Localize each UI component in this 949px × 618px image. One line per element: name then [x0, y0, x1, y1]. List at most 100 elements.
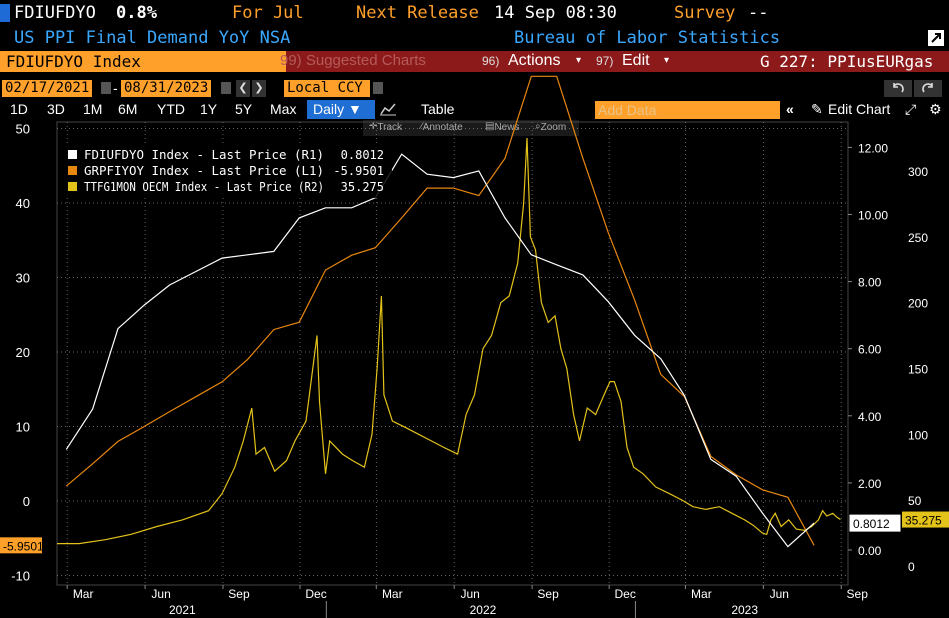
x-tick-label: Dec	[305, 587, 326, 601]
period-5y[interactable]: 5Y	[235, 101, 253, 117]
y-tick-right2: 300	[908, 165, 928, 179]
graph-id: G 227: PPIusEURgas	[760, 52, 934, 71]
edit-chevron-icon[interactable]: ▾	[664, 55, 670, 66]
year-label: 2023	[731, 603, 758, 617]
period-ytd[interactable]: YTD	[157, 101, 185, 117]
y-tick-right1: 10.00	[858, 209, 888, 223]
survey-label: Survey	[674, 3, 736, 23]
description-bar: US PPI Final Demand YoY NSA Bureau of La…	[0, 26, 949, 50]
y-tick-left: 10	[16, 420, 30, 435]
edit-number: 97)	[596, 54, 614, 68]
news-tool[interactable]: ▤ News	[485, 121, 520, 133]
pencil-icon[interactable]: ✎	[811, 101, 823, 117]
y-tick-right1: 4.00	[858, 410, 882, 424]
data-source: Bureau of Labor Statistics	[514, 28, 781, 48]
popout-icon[interactable]	[928, 30, 944, 46]
last-tag-grpfiyoy-box	[0, 537, 42, 554]
last-tag-ttfg1mon-text: 35.275	[905, 514, 942, 528]
next-release-value: 14 Sep 08:30	[494, 3, 617, 23]
actions-chevron-icon[interactable]: ▾	[576, 55, 582, 66]
zoom-tool[interactable]: ⌕ Zoom	[535, 121, 567, 133]
legend-swatch	[68, 150, 77, 159]
chart-axes: -10 0 10 20 30 40 50 Mar Jun Sep Dec Mar Jun Sep Dec Ma…	[0, 122, 949, 618]
x-tick-label: Sep	[537, 587, 559, 601]
undo-button[interactable]	[884, 80, 912, 97]
x-tick-label: Dec	[615, 587, 636, 601]
gear-icon[interactable]: ⚙	[929, 101, 942, 117]
x-tick-label: Sep	[847, 587, 869, 601]
y-tick-right2: 200	[908, 297, 928, 311]
y-tick-left: 40	[16, 196, 30, 211]
collapse-icon[interactable]: «	[786, 101, 794, 117]
legend: FDIUFDYO Index - Last Price (R1) 0.8012 GR…	[62, 144, 392, 198]
series-description: US PPI Final Demand YoY NSA	[14, 28, 291, 48]
last-tag-fdiufdyo: 0.8012	[849, 514, 901, 532]
period-6m[interactable]: 6M	[118, 101, 138, 117]
chart-grid	[56, 121, 849, 586]
series-line-2	[57, 137, 841, 545]
add-data-input[interactable]: Add Data	[595, 101, 780, 119]
y-tick-right2: 50	[908, 494, 922, 508]
survey-value: --	[748, 3, 769, 23]
calendar-icon[interactable]	[101, 82, 111, 94]
track-tool[interactable]: ✛ Track	[369, 121, 403, 133]
legend-swatch	[68, 166, 77, 175]
legend-box	[62, 144, 392, 198]
y-tick-right2: 150	[908, 362, 928, 376]
y-tick-right2: 0	[908, 560, 915, 574]
y-tick-right1: 12.00	[858, 141, 888, 155]
calendar-icon[interactable]	[221, 82, 231, 94]
line-chart-icon[interactable]	[380, 102, 396, 121]
end-date-field[interactable]: 08/31/2023	[121, 80, 212, 97]
next-release-label: Next Release	[356, 3, 479, 23]
y-tick-left: 50	[16, 122, 30, 137]
year-label: 2021	[169, 603, 196, 617]
period-label: For Jul	[232, 3, 304, 23]
series-line-1	[65, 75, 815, 546]
last-value: 0.8%	[116, 3, 157, 23]
date-separator: -	[113, 80, 118, 96]
edit-button[interactable]: Edit	[622, 52, 650, 69]
actions-number: 96)	[482, 54, 500, 68]
start-date-field[interactable]: 02/17/2021	[2, 80, 93, 97]
period-1m[interactable]: 1M	[83, 101, 103, 117]
y-tick-right2: 250	[908, 231, 928, 245]
period-3d[interactable]: 3D	[47, 101, 65, 117]
annotate-tool[interactable]: ∕ Annotate	[421, 121, 463, 133]
edit-chart-button[interactable]: Edit Chart	[828, 101, 891, 117]
period-1y[interactable]: 1Y	[200, 101, 218, 117]
currency-dropdown-icon[interactable]	[373, 82, 383, 94]
next-period-button[interactable]: ❯	[252, 80, 266, 97]
command-bar: FDIUFDYO Index 99) Suggested Charts 96) …	[0, 50, 949, 74]
last-tag-ttfg1mon: 35.275	[902, 511, 949, 528]
prev-period-button[interactable]: ❮	[236, 80, 250, 97]
legend-value: 35.275	[341, 180, 384, 194]
frequency-select[interactable]: Daily ▼	[307, 100, 375, 119]
x-tick-label: Jun	[461, 587, 480, 601]
period-1d[interactable]: 1D	[10, 101, 28, 117]
series-line-0	[65, 153, 815, 548]
period-max[interactable]: Max	[270, 101, 297, 117]
y-tick-right1: 2.00	[858, 477, 882, 491]
last-tag-grpfiyoy-text: -5.9501	[3, 539, 44, 553]
chart-tools: ✛ Track ∕ Annotate ▤ News ⌕ Zoom	[363, 120, 579, 136]
legend-value: 0.8012	[341, 148, 384, 162]
y-tick-left: 0	[23, 494, 30, 509]
currency-select[interactable]: Local CCY	[284, 80, 370, 97]
y-tick-right1: 0.00	[858, 544, 882, 558]
actions-button[interactable]: Actions	[508, 52, 561, 69]
redo-button[interactable]	[914, 80, 942, 97]
table-button[interactable]: Table	[421, 101, 455, 117]
suggested-charts-button[interactable]: 99) Suggested Charts	[280, 52, 426, 69]
period-toolbar: 1D 3D 1M 6M YTD 1Y 5Y Max Daily ▼ Table …	[0, 100, 949, 120]
y-tick-right2: 100	[908, 428, 928, 442]
expand-icon[interactable]: ⤢	[905, 101, 917, 117]
y-tick-right1: 6.00	[858, 343, 882, 357]
x-tick-label: Mar	[73, 587, 94, 601]
x-tick-label: Jun	[770, 587, 789, 601]
x-tick-label: Mar	[382, 587, 403, 601]
legend-label: GRPFIYOY Index - Last Price (L1)	[84, 164, 324, 178]
y-tick-left: 30	[16, 271, 30, 286]
chart-series	[57, 75, 841, 548]
security-input[interactable]: FDIUFDYO Index	[0, 51, 286, 72]
